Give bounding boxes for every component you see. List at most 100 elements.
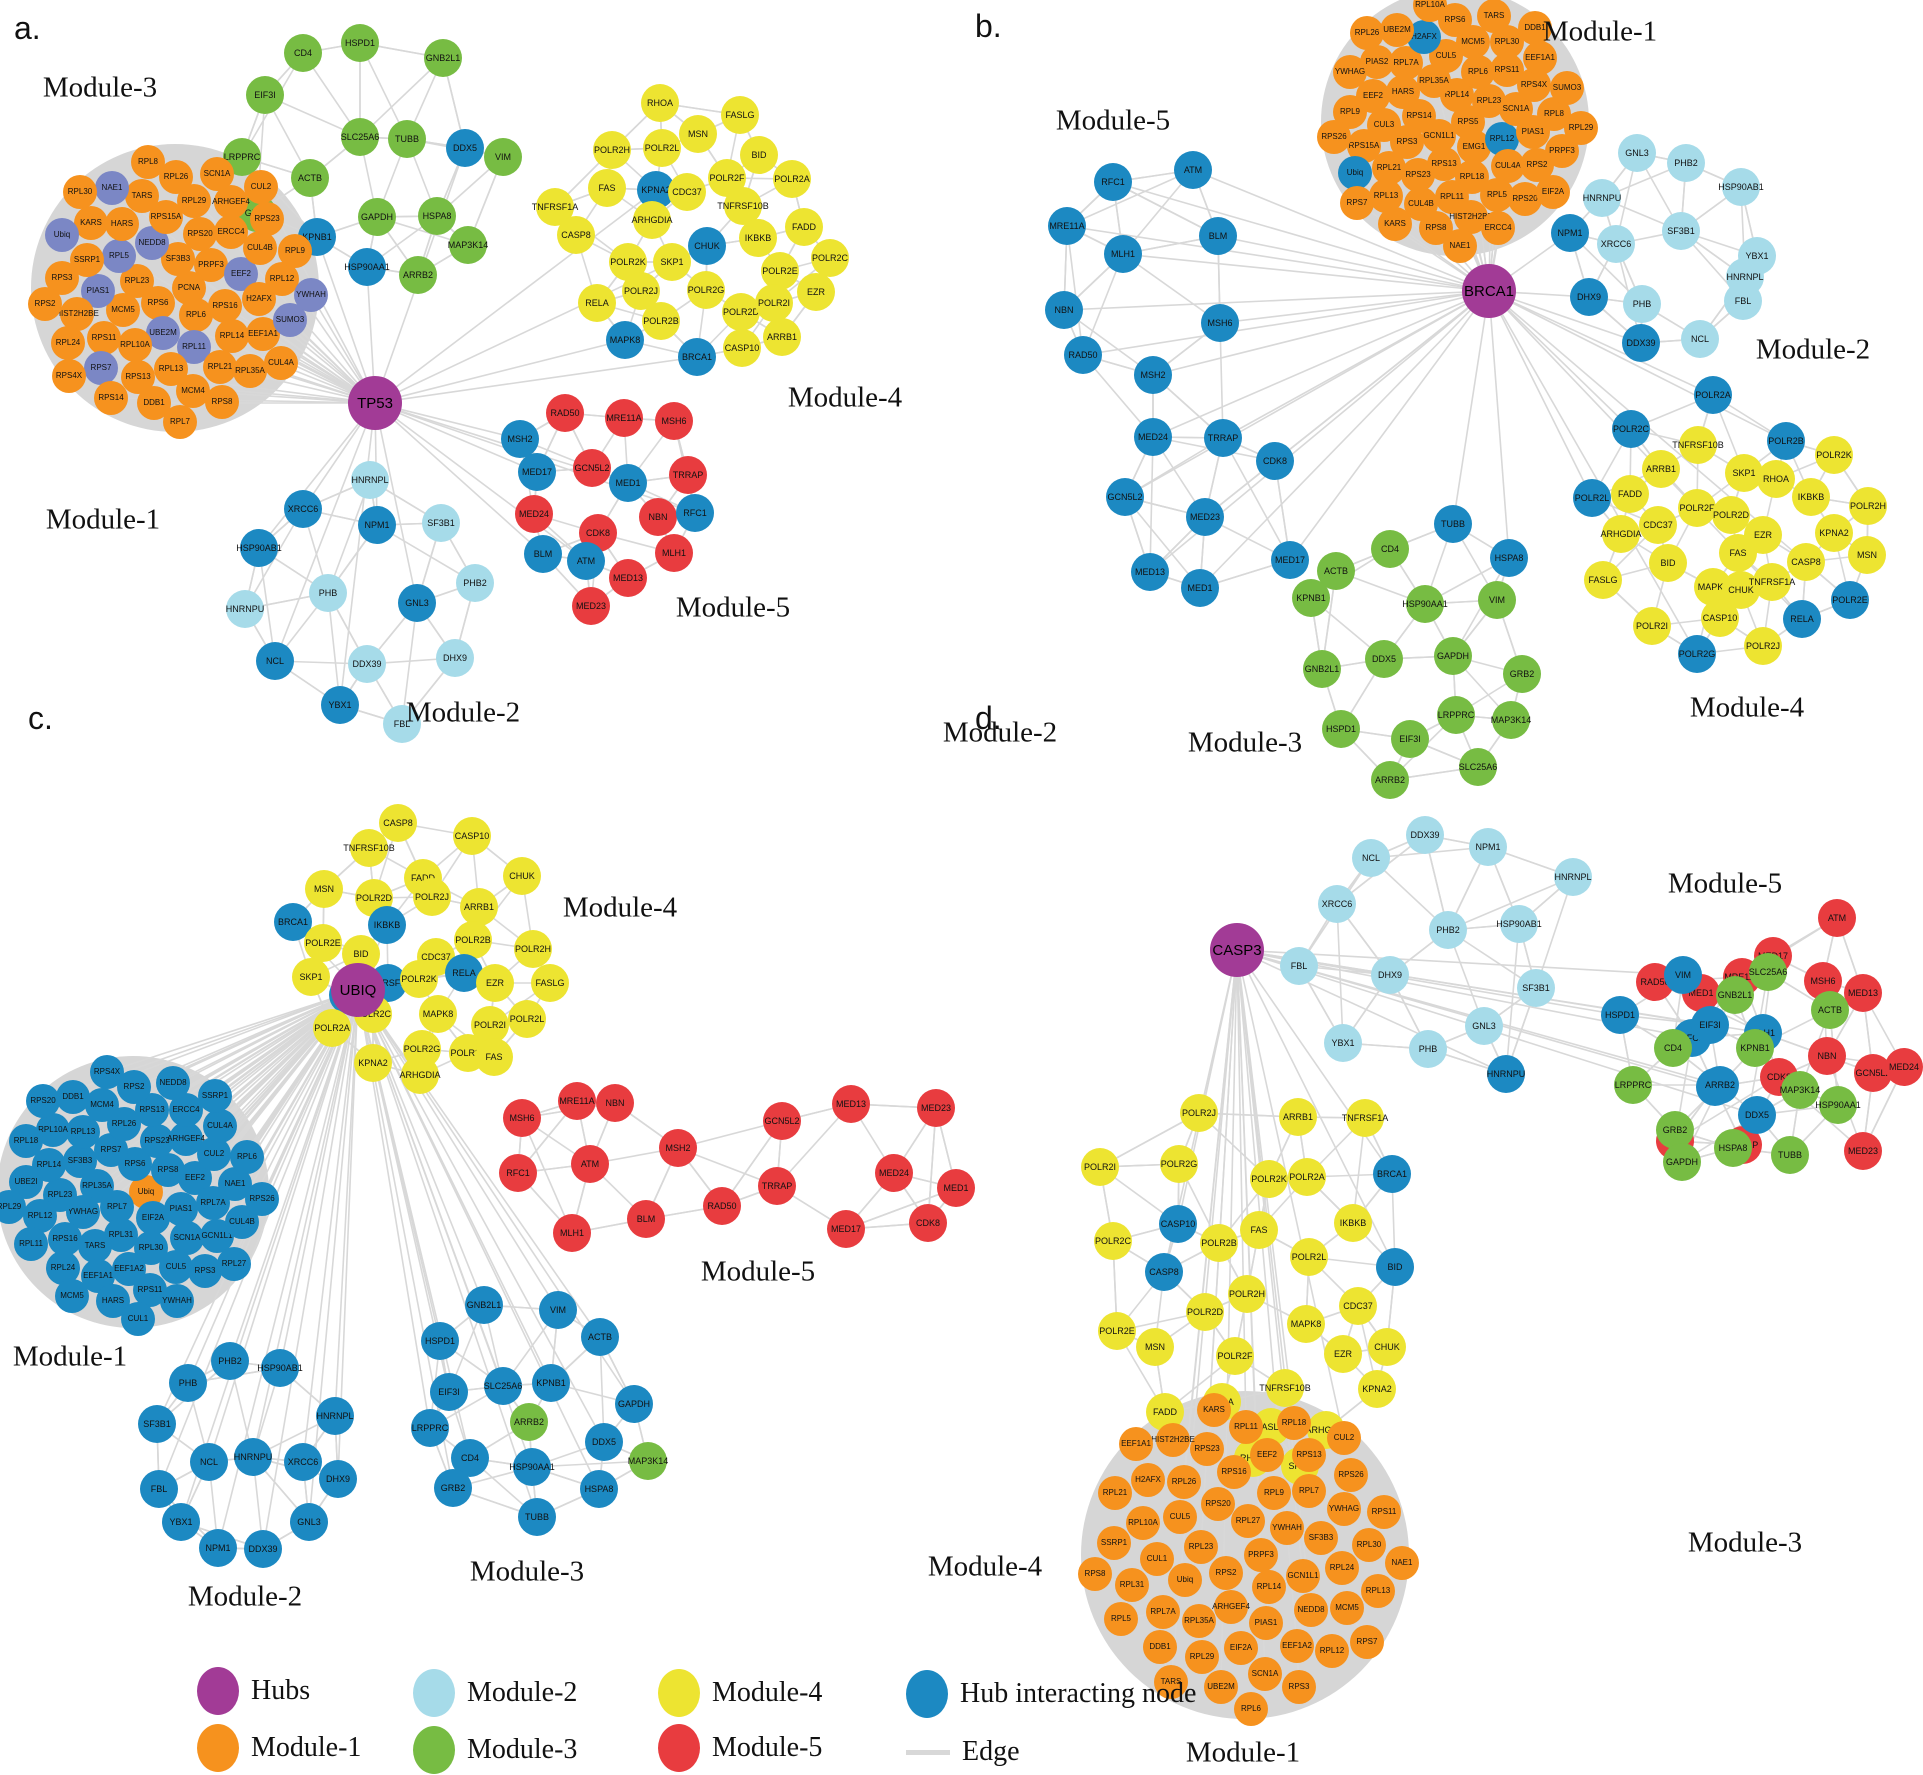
node[interactable]: HSPD1 (1322, 710, 1360, 748)
node[interactable]: RPS11 (1367, 1495, 1401, 1529)
node[interactable]: PIAS1 (1249, 1606, 1283, 1640)
hub-node-tp53[interactable]: TP53 (348, 376, 402, 430)
node[interactable]: NBN (1808, 1037, 1846, 1075)
node[interactable]: FASLG (531, 964, 569, 1002)
node[interactable]: YWHAH (294, 278, 328, 312)
node[interactable]: MED23 (1844, 1132, 1882, 1170)
node[interactable]: HSPA8 (418, 197, 456, 235)
node[interactable]: GAPDH (1663, 1143, 1701, 1181)
node[interactable]: TUBB (518, 1498, 556, 1536)
node[interactable]: FBL (1280, 947, 1318, 985)
node[interactable]: RPL12 (1315, 1634, 1349, 1668)
node[interactable]: SF3B1 (1517, 969, 1555, 1007)
node[interactable]: ARRB1 (1279, 1098, 1317, 1136)
hub-node-casp3[interactable]: CASP3 (1210, 923, 1264, 977)
node[interactable]: BLM (1199, 217, 1237, 255)
node[interactable]: DDX39 (244, 1530, 282, 1568)
node[interactable]: GNL3 (290, 1503, 328, 1541)
node[interactable]: PRPF3 (1244, 1538, 1278, 1572)
node[interactable]: ARHGDIA (632, 201, 673, 239)
node[interactable]: NAE1 (95, 171, 129, 205)
node[interactable]: GAPDH (615, 1385, 653, 1423)
node[interactable]: YBX1 (321, 686, 359, 724)
node[interactable]: GNL3 (398, 584, 436, 622)
node[interactable]: NEDD8 (1294, 1593, 1328, 1627)
node[interactable]: CD4 (284, 34, 322, 72)
node[interactable]: ERCC4 (1481, 211, 1515, 245)
node[interactable]: ARRB2 (1701, 1066, 1739, 1104)
node[interactable]: BLM (627, 1200, 665, 1238)
node[interactable]: POLR2A (1694, 376, 1732, 414)
node[interactable]: GAPDH (1434, 637, 1472, 675)
node[interactable]: VIM (539, 1291, 577, 1329)
node[interactable]: RPS3 (188, 1254, 222, 1288)
node[interactable]: RPS8 (205, 385, 239, 419)
node[interactable]: BRCA1 (678, 338, 716, 376)
node[interactable]: POLR2C (1612, 410, 1650, 448)
node[interactable]: MSH6 (655, 402, 693, 440)
node[interactable]: NCL (190, 1443, 228, 1481)
node[interactable]: RPS2 (1209, 1556, 1243, 1590)
node[interactable]: CASP10 (453, 817, 491, 855)
node[interactable]: TNFRSF10B (717, 187, 769, 225)
node[interactable]: IKBKB (1792, 478, 1830, 516)
node[interactable]: SF3B3 (63, 1144, 97, 1178)
node[interactable]: VIM (484, 138, 522, 176)
node[interactable]: FASLG (721, 96, 759, 134)
node[interactable]: MCM4 (85, 1088, 119, 1122)
node[interactable]: MSN (1848, 536, 1886, 574)
node[interactable]: HSPA8 (580, 1470, 618, 1508)
node[interactable]: PHB2 (211, 1342, 249, 1380)
node[interactable]: SCN1A (170, 1221, 204, 1255)
node[interactable]: EIF3I (1391, 720, 1429, 758)
node[interactable]: YBX1 (1324, 1024, 1362, 1062)
node[interactable]: MED13 (609, 559, 647, 597)
node[interactable]: ARHGDIA (1601, 515, 1642, 553)
node[interactable]: POLR2E (304, 924, 342, 962)
node[interactable]: NCL (1681, 320, 1719, 358)
node[interactable]: MED24 (875, 1154, 913, 1192)
node[interactable]: HSPA8 (1714, 1129, 1752, 1167)
node[interactable]: MSN (1136, 1328, 1174, 1366)
node[interactable]: RPL13 (1361, 1574, 1395, 1608)
node[interactable]: POLR2D (722, 293, 760, 331)
node[interactable]: RPS2 (28, 287, 62, 321)
node[interactable]: POLR2G (687, 271, 725, 309)
node[interactable]: MED24 (1134, 418, 1172, 456)
node[interactable]: RPL24 (51, 326, 85, 360)
node[interactable]: POLR2I (1633, 607, 1671, 645)
node[interactable]: RPL9 (278, 234, 312, 268)
node[interactable]: POLR2C (1094, 1222, 1132, 1260)
node[interactable]: MED23 (1186, 498, 1224, 536)
node[interactable]: RPL10A (1126, 1506, 1160, 1540)
node[interactable]: SF3B1 (422, 504, 460, 542)
node[interactable]: RAD50 (703, 1187, 741, 1225)
node[interactable]: LRPPRC (1437, 696, 1475, 734)
node[interactable]: MED13 (1844, 974, 1882, 1012)
node[interactable]: CASP8 (379, 804, 417, 842)
node[interactable]: CHUK (503, 857, 541, 895)
node[interactable]: DHX9 (319, 1460, 357, 1498)
node[interactable]: MED23 (917, 1089, 955, 1127)
node[interactable]: EIF3I (246, 76, 284, 114)
node[interactable]: RPL6 (1461, 55, 1495, 89)
node[interactable]: POLR2H (1849, 487, 1887, 525)
node[interactable]: GCN5L2 (763, 1102, 801, 1140)
node[interactable]: HSP90AB1 (257, 1349, 303, 1387)
node[interactable]: RFC1 (676, 494, 714, 532)
node[interactable]: VIM (1664, 956, 1702, 994)
node[interactable]: PHB (1409, 1030, 1447, 1068)
node[interactable]: POLR2D (1186, 1293, 1224, 1331)
node[interactable]: EEF1A2 (1280, 1629, 1314, 1663)
node[interactable]: RPL5 (102, 239, 136, 273)
node[interactable]: RPL30 (1352, 1528, 1386, 1562)
node[interactable]: XRCC6 (1318, 885, 1356, 923)
node[interactable]: HSP90AB1 (1496, 905, 1542, 943)
node[interactable]: ARRB1 (1642, 450, 1680, 488)
node[interactable]: UBE2M (146, 316, 180, 350)
node[interactable]: POLR2L (1573, 479, 1611, 517)
node[interactable]: EZR (476, 964, 514, 1002)
node[interactable]: TARS (1154, 1665, 1188, 1699)
node[interactable]: MAP3K14 (1780, 1071, 1820, 1109)
node[interactable]: DDX5 (1365, 640, 1403, 678)
